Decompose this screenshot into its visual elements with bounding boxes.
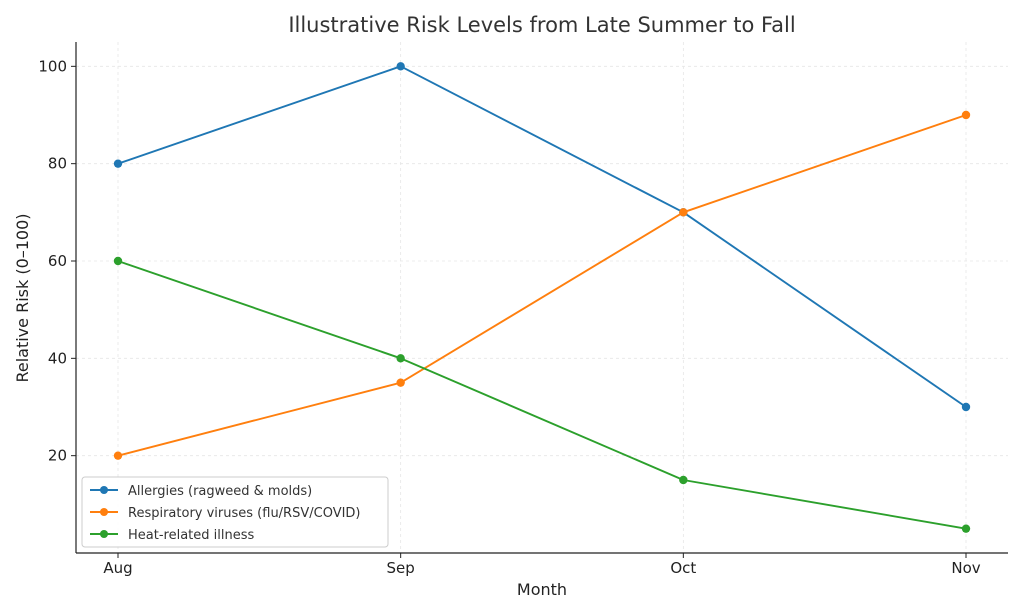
y-tick-label: 20 (48, 447, 67, 465)
chart-title: Illustrative Risk Levels from Late Summe… (288, 13, 795, 37)
x-tick-label: Nov (951, 559, 980, 577)
x-axis-label: Month (517, 580, 567, 599)
legend-marker (100, 486, 108, 494)
data-point (396, 378, 405, 387)
data-point (961, 402, 971, 412)
legend-marker (100, 508, 108, 516)
series-2 (113, 110, 971, 460)
data-point (113, 256, 123, 266)
y-tick-label: 100 (38, 57, 67, 75)
x-tick-label: Oct (670, 559, 696, 577)
series-3 (113, 256, 971, 533)
legend-label: Allergies (ragweed & molds) (128, 484, 312, 499)
legend-label: Heat-related illness (128, 528, 254, 543)
x-tick-label: Aug (103, 559, 132, 577)
series-1 (113, 62, 971, 412)
series-line (117, 260, 967, 530)
x-tick-label: Sep (387, 559, 415, 577)
series-line (117, 114, 967, 457)
data-point (396, 62, 405, 71)
data-point (961, 110, 971, 120)
series-line (117, 65, 967, 408)
legend-box (81, 476, 389, 548)
data-point (113, 159, 123, 168)
series-group (113, 62, 971, 533)
y-tick-label: 80 (48, 155, 67, 173)
legend: Allergies (ragweed & molds) Respiratory v… (81, 476, 389, 548)
axes: 20 40 60 80 100 Aug Sep Oct Nov (38, 42, 1008, 577)
data-point (113, 451, 123, 460)
legend-label: Respiratory viruses (flu/RSV/COVID) (128, 506, 361, 521)
y-axis-label: Relative Risk (0–100) (13, 213, 32, 382)
y-tick-label: 60 (48, 252, 67, 270)
legend-marker (100, 530, 108, 538)
data-point (396, 354, 405, 363)
grid (76, 42, 1008, 553)
data-point (961, 524, 971, 533)
data-point (679, 475, 688, 485)
data-point (679, 208, 688, 217)
y-tick-label: 40 (48, 349, 67, 367)
